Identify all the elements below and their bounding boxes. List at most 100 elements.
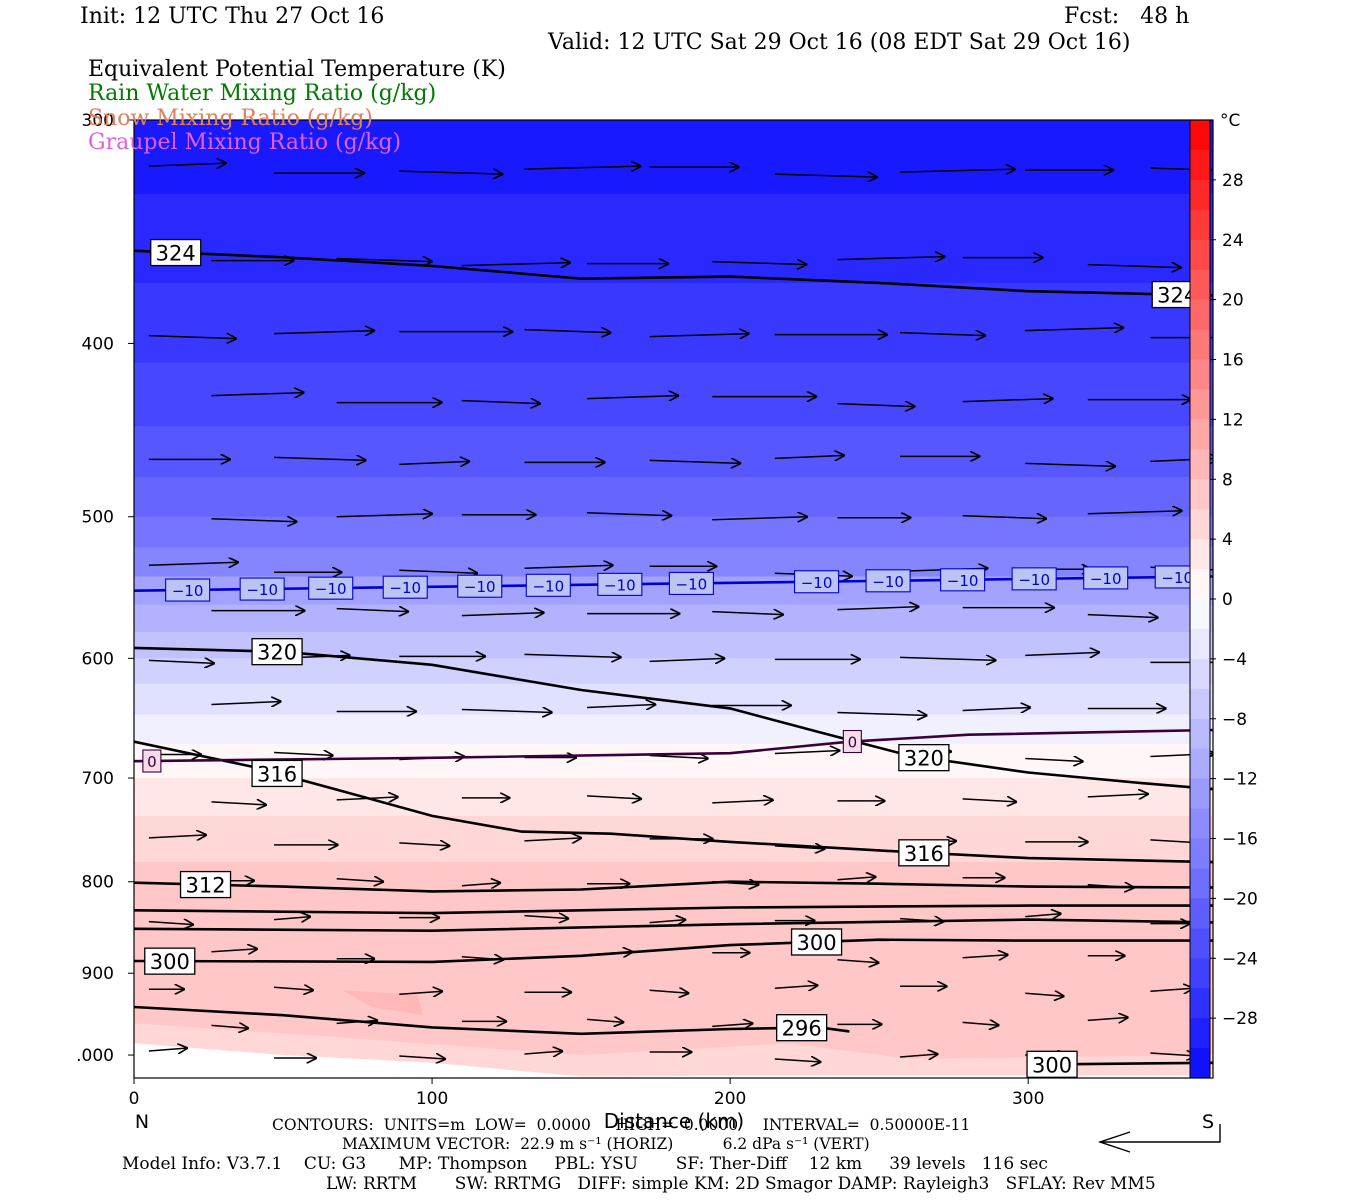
wind-vector	[461, 883, 501, 886]
colorbar-segment	[1190, 718, 1210, 750]
contour-label: 312	[185, 874, 225, 898]
y-tick-label: 500	[82, 508, 114, 528]
isotherm-label-box	[239, 577, 285, 601]
wind-vector	[1025, 993, 1064, 996]
theta-e-contour	[134, 904, 1213, 915]
theta-e-contour	[134, 249, 1213, 297]
contour-label: 320	[257, 641, 297, 665]
wind-vector	[274, 331, 375, 334]
colorbar-tick-label: −16	[1222, 830, 1258, 850]
contour-label: 316	[257, 762, 297, 786]
colorbar-segment	[1190, 479, 1210, 510]
wind-vector	[461, 709, 553, 712]
colorbar-tick-label: 16	[1222, 351, 1244, 371]
wind-vector	[211, 519, 297, 522]
x-tick-label: 300	[1012, 1089, 1044, 1109]
contour-label-box	[776, 1014, 828, 1042]
isotherm-label-box	[865, 569, 911, 593]
wind-vector	[148, 660, 215, 663]
wind-vector	[1150, 1053, 1196, 1056]
wind-vector	[1025, 914, 1061, 917]
colorbar-segment	[1190, 539, 1210, 570]
wind-vector	[148, 835, 207, 838]
isotherm-label: 0	[147, 753, 157, 771]
wind-vector	[774, 846, 826, 849]
colorbar-segment	[1190, 449, 1210, 480]
temp-band	[134, 476, 1213, 518]
colorbar-segment	[1190, 778, 1210, 810]
colorbar-segment	[1190, 329, 1210, 360]
isotherm-label: −10	[246, 581, 278, 599]
temp-band	[134, 604, 1213, 633]
colorbar-segment	[1190, 838, 1210, 869]
legend-graupel: Graupel Mixing Ratio (g/kg)	[88, 130, 402, 155]
temp-band	[134, 194, 1213, 284]
isotherm-label: −10	[872, 573, 904, 591]
contour-label: 320	[904, 747, 944, 771]
plot-frame	[133, 119, 1214, 1079]
contour-label-box	[150, 238, 202, 267]
wind-vector	[774, 751, 841, 754]
wind-vector	[712, 800, 774, 803]
colorbar-tick-label: −4	[1222, 650, 1247, 670]
isotherm-label: −10	[389, 579, 421, 597]
wind-vector	[837, 877, 876, 880]
wind-vector	[900, 169, 1016, 172]
temp-band	[134, 282, 1213, 364]
colorbar-segment	[1190, 179, 1210, 211]
contour-label-box	[144, 947, 196, 975]
isotherm-label-box	[842, 729, 862, 754]
wind-vector	[524, 916, 569, 919]
wind-vector	[649, 990, 690, 993]
isotherm-label: −10	[801, 574, 833, 592]
wind-vector	[712, 262, 807, 265]
theta-e-contour	[134, 646, 1213, 791]
isotherm-label-box	[1083, 566, 1129, 590]
isotherm-label-box	[308, 576, 354, 600]
colorbar-tick-label: −24	[1222, 949, 1258, 969]
wind-vector	[336, 609, 409, 612]
wind-vector	[1087, 794, 1149, 797]
wind-vector	[1087, 511, 1183, 514]
colorbar-segment	[1190, 569, 1210, 600]
colorbar-unit: °C	[1220, 111, 1240, 131]
wind-vector	[837, 404, 915, 407]
theta-e-contour	[1057, 1061, 1213, 1066]
isotherm-label: −10	[947, 572, 979, 590]
wind-vector	[587, 1019, 624, 1022]
legend-rain: Rain Water Mixing Ratio (g/kg)	[88, 81, 437, 106]
isotherm-label-box	[1011, 567, 1057, 591]
y-tick-label: 400	[82, 334, 114, 354]
x-tick-label: 200	[714, 1089, 746, 1109]
warm-pocket	[342, 990, 424, 1016]
wind-vector	[962, 1022, 1000, 1025]
temp-band	[134, 683, 1213, 716]
wind-vector	[649, 334, 750, 337]
contour-label: 300	[797, 931, 837, 955]
contour-label: 324	[156, 242, 196, 266]
wind-vector	[900, 333, 986, 336]
south-end-label: S	[1202, 1111, 1214, 1133]
wind-vector	[712, 612, 784, 615]
contour-label: 316	[904, 842, 944, 866]
y-tick-label: 600	[82, 649, 114, 669]
init-time: Init: 12 UTC Thu 27 Oct 16	[80, 4, 385, 29]
wind-vector	[837, 607, 919, 610]
isotherm-label: −10	[676, 575, 708, 593]
wind-vector	[587, 396, 679, 399]
isotherm-label: −10	[1090, 570, 1122, 588]
wind-vector	[712, 1023, 753, 1026]
colorbar-segment	[1190, 748, 1210, 780]
colorbar-segment	[1190, 239, 1210, 271]
isotherm-label-box	[525, 573, 571, 597]
wind-vector	[524, 166, 641, 169]
wind-vector	[837, 712, 927, 715]
y-tick-label: .000	[76, 1046, 114, 1066]
colorbar-segment	[1190, 419, 1210, 450]
wind-vector	[837, 960, 879, 963]
isotherm-label: −10	[1018, 571, 1050, 589]
wind-vector	[712, 517, 808, 520]
colorbar-segment	[1190, 688, 1210, 720]
forecast-hour: Fcst: 48 h	[1064, 4, 1190, 29]
